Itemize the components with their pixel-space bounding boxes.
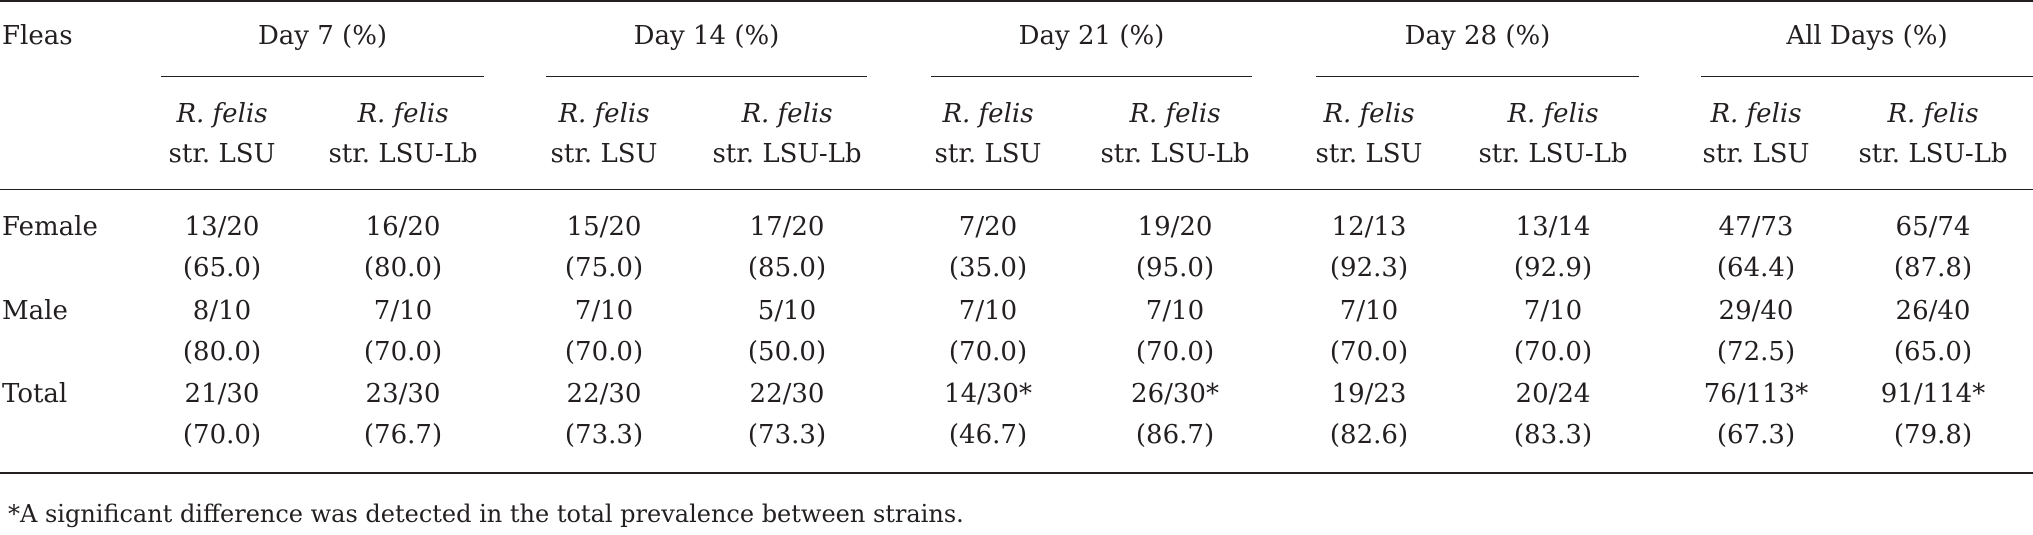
header-rule xyxy=(0,189,2033,190)
cell-count: 26/40 xyxy=(1895,296,1971,326)
cell-percent: (76.7) xyxy=(363,420,443,450)
strain-name-label: R. felis xyxy=(1323,99,1415,129)
group-header: Day 14 (%) xyxy=(633,21,780,51)
strain-code-label: str. LSU-Lb xyxy=(1100,139,1250,169)
cell-count: 7/10 xyxy=(574,296,634,326)
strain-name-label: R. felis xyxy=(741,99,833,129)
strain-name-label: R. felis xyxy=(1129,99,1221,129)
row-label: Male xyxy=(2,296,68,326)
cell-percent: (70.0) xyxy=(1135,337,1215,367)
strain-code-label: str. LSU-Lb xyxy=(1858,139,2008,169)
cell-count: 7/10 xyxy=(958,296,1018,326)
row-label: Total xyxy=(2,379,68,409)
strain-code-label: str. LSU-Lb xyxy=(1478,139,1628,169)
cell-count: 19/20 xyxy=(1137,212,1213,242)
cell-count: 13/20 xyxy=(184,212,260,242)
cell-percent: (95.0) xyxy=(1135,253,1215,283)
cell-percent: (80.0) xyxy=(363,253,443,283)
cell-percent: (70.0) xyxy=(363,337,443,367)
cell-count: 8/10 xyxy=(192,296,252,326)
strain-name-label: R. felis xyxy=(357,99,449,129)
cell-percent: (86.7) xyxy=(1135,420,1215,450)
strain-name-label: R. felis xyxy=(176,99,268,129)
strain-code-label: str. LSU-Lb xyxy=(328,139,478,169)
cell-count: 19/23 xyxy=(1331,379,1407,409)
cell-count: 14/30* xyxy=(944,379,1032,409)
cell-count: 26/30* xyxy=(1131,379,1219,409)
cell-percent: (73.3) xyxy=(564,420,644,450)
cell-percent: (87.8) xyxy=(1893,253,1973,283)
cell-count: 13/14 xyxy=(1515,212,1591,242)
cell-count: 5/10 xyxy=(757,296,817,326)
cell-percent: (92.3) xyxy=(1329,253,1409,283)
cell-percent: (72.5) xyxy=(1716,337,1796,367)
group-rule xyxy=(546,76,867,77)
cell-percent: (73.3) xyxy=(747,420,827,450)
cell-count: 7/20 xyxy=(958,212,1018,242)
group-header: Day 28 (%) xyxy=(1404,21,1551,51)
group-rule xyxy=(1316,76,1639,77)
cell-count: 7/10 xyxy=(1523,296,1583,326)
group-rule xyxy=(161,76,484,77)
cell-count: 15/20 xyxy=(566,212,642,242)
strain-name-label: R. felis xyxy=(1507,99,1599,129)
strain-code-label: str. LSU-Lb xyxy=(712,139,862,169)
cell-percent: (35.0) xyxy=(948,253,1028,283)
cell-count: 29/40 xyxy=(1718,296,1794,326)
cell-percent: (75.0) xyxy=(564,253,644,283)
row-label: Female xyxy=(2,212,98,242)
cell-percent: (80.0) xyxy=(182,337,262,367)
cell-count: 47/73 xyxy=(1718,212,1794,242)
strain-code-label: str. LSU xyxy=(550,139,658,169)
cell-count: 17/20 xyxy=(749,212,825,242)
cell-count: 65/74 xyxy=(1895,212,1971,242)
strain-code-label: str. LSU xyxy=(1702,139,1810,169)
bottom-rule xyxy=(0,472,2033,474)
top-rule xyxy=(0,0,2033,2)
cell-percent: (65.0) xyxy=(1893,337,1973,367)
cell-count: 91/114* xyxy=(1880,379,1986,409)
strain-name-label: R. felis xyxy=(1887,99,1979,129)
cell-percent: (65.0) xyxy=(182,253,262,283)
cell-count: 7/10 xyxy=(373,296,433,326)
cell-count: 21/30 xyxy=(184,379,260,409)
cell-count: 16/20 xyxy=(365,212,441,242)
strain-code-label: str. LSU xyxy=(934,139,1042,169)
cell-count: 7/10 xyxy=(1145,296,1205,326)
cell-percent: (79.8) xyxy=(1893,420,1973,450)
cell-count: 22/30 xyxy=(749,379,825,409)
cell-percent: (70.0) xyxy=(564,337,644,367)
strain-name-label: R. felis xyxy=(942,99,1034,129)
footnote: *A significant difference was detected i… xyxy=(8,500,964,528)
cell-percent: (64.4) xyxy=(1716,253,1796,283)
cell-percent: (50.0) xyxy=(747,337,827,367)
cell-percent: (70.0) xyxy=(1513,337,1593,367)
cell-percent: (83.3) xyxy=(1513,420,1593,450)
group-rule xyxy=(1701,76,2033,77)
group-header: Day 21 (%) xyxy=(1018,21,1165,51)
cell-count: 23/30 xyxy=(365,379,441,409)
stub-header: Fleas xyxy=(2,21,73,51)
cell-percent: (85.0) xyxy=(747,253,827,283)
cell-percent: (92.9) xyxy=(1513,253,1593,283)
cell-percent: (70.0) xyxy=(182,420,262,450)
cell-count: 76/113* xyxy=(1703,379,1809,409)
cell-count: 20/24 xyxy=(1515,379,1591,409)
cell-count: 22/30 xyxy=(566,379,642,409)
strain-name-label: R. felis xyxy=(1710,99,1802,129)
group-header: Day 7 (%) xyxy=(257,21,388,51)
group-header: All Days (%) xyxy=(1786,21,1948,51)
strain-code-label: str. LSU xyxy=(168,139,276,169)
strain-name-label: R. felis xyxy=(558,99,650,129)
strain-code-label: str. LSU xyxy=(1315,139,1423,169)
cell-percent: (70.0) xyxy=(1329,337,1409,367)
cell-percent: (67.3) xyxy=(1716,420,1796,450)
cell-count: 7/10 xyxy=(1339,296,1399,326)
cell-percent: (46.7) xyxy=(948,420,1028,450)
cell-count: 12/13 xyxy=(1331,212,1407,242)
cell-percent: (70.0) xyxy=(948,337,1028,367)
cell-percent: (82.6) xyxy=(1329,420,1409,450)
group-rule xyxy=(931,76,1252,77)
